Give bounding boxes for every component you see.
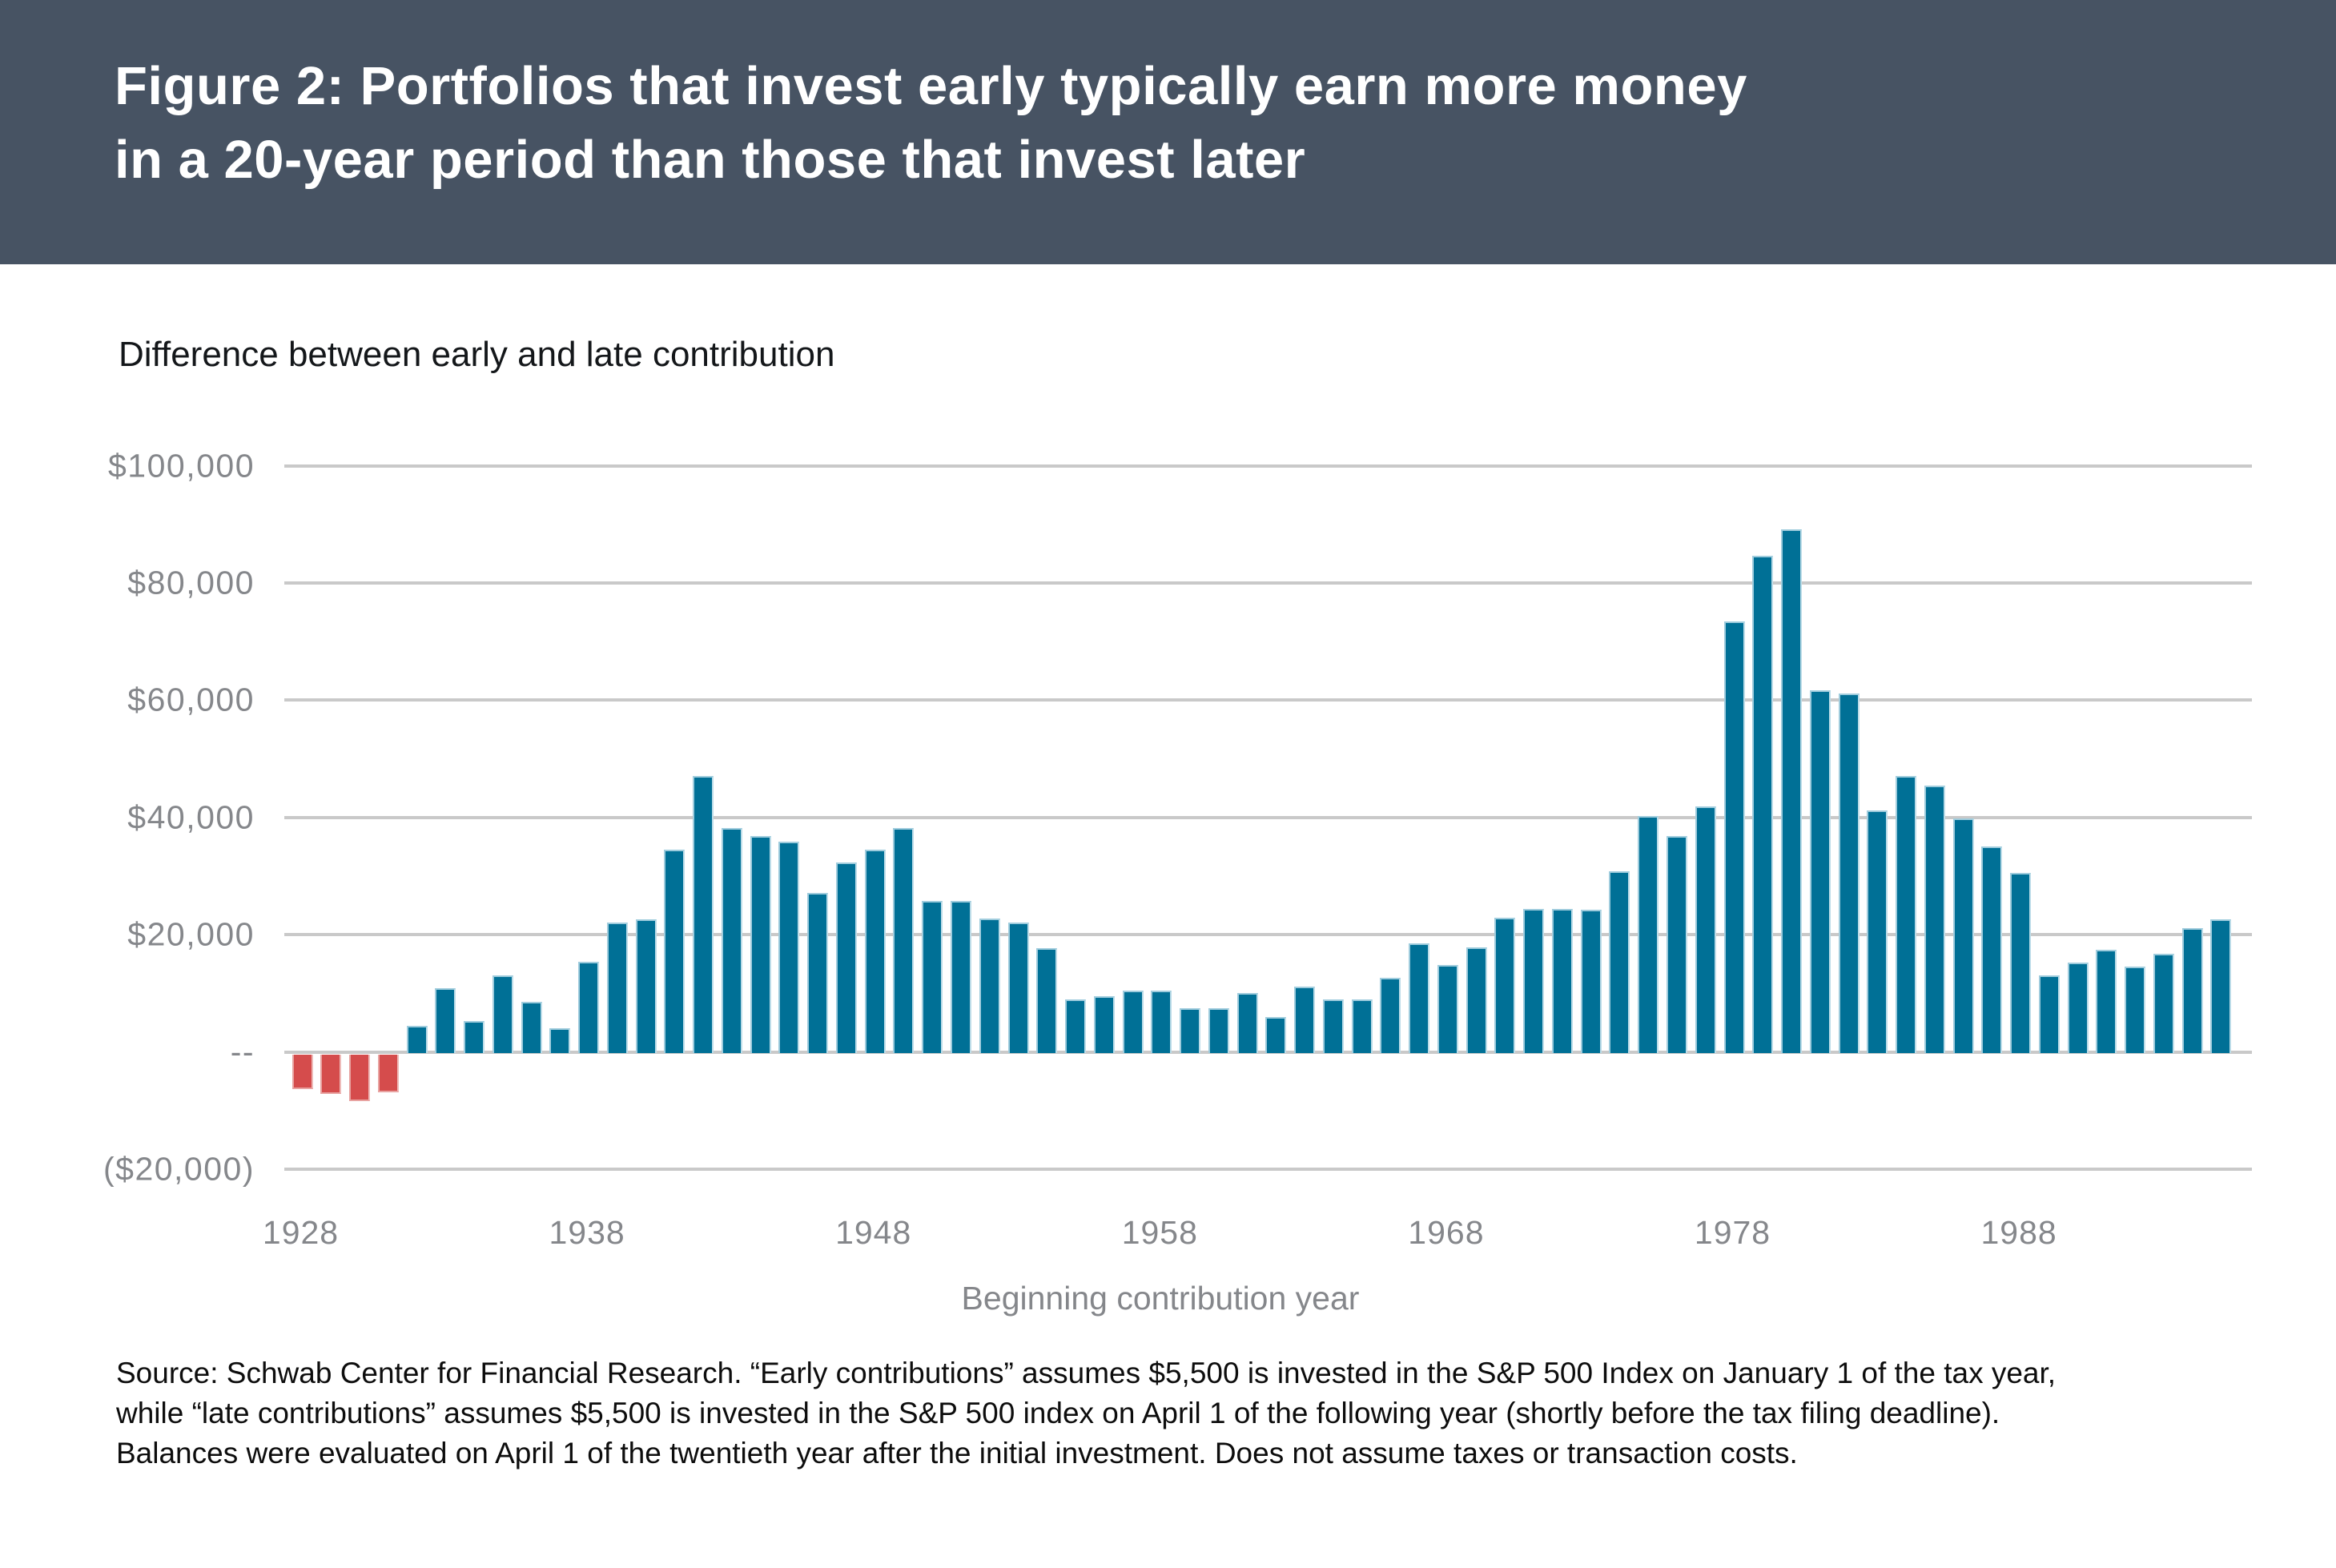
figure-header: Figure 2: Portfolios that invest early t… bbox=[0, 0, 2336, 264]
bar-1961 bbox=[1236, 992, 1258, 1054]
bar-1969 bbox=[1466, 947, 1487, 1054]
bar-1962 bbox=[1265, 1017, 1287, 1054]
x-axis-label-1968: 1968 bbox=[1408, 1214, 1485, 1251]
bar-1956 bbox=[1093, 995, 1115, 1054]
bar-1994 bbox=[2181, 928, 2203, 1054]
x-axis-label-1958: 1958 bbox=[1121, 1214, 1198, 1251]
bar-1960 bbox=[1208, 1008, 1229, 1054]
bar-1991 bbox=[2096, 950, 2117, 1054]
bar-1995 bbox=[2210, 919, 2232, 1054]
chart-subtitle: Difference between early and late contri… bbox=[119, 335, 835, 374]
bar-1933 bbox=[435, 987, 456, 1054]
source-note: Source: Schwab Center for Financial Rese… bbox=[116, 1353, 2238, 1474]
bar-1941 bbox=[664, 849, 686, 1054]
bar-1957 bbox=[1122, 991, 1144, 1054]
bar-1990 bbox=[2067, 962, 2089, 1054]
gridline-40000 bbox=[284, 815, 2252, 819]
bar-1983 bbox=[1867, 810, 1888, 1054]
bar-1939 bbox=[606, 922, 628, 1054]
bar-1932 bbox=[406, 1026, 428, 1054]
bar-1993 bbox=[2153, 954, 2174, 1054]
bar-1955 bbox=[1065, 999, 1087, 1054]
bar-1950 bbox=[922, 900, 943, 1054]
figure-title: Figure 2: Portfolios that invest early t… bbox=[115, 50, 1747, 197]
source-line2: while “late contributions” assumes $5,50… bbox=[116, 1397, 2000, 1429]
bar-1975 bbox=[1638, 815, 1659, 1054]
source-line1: Source: Schwab Center for Financial Rese… bbox=[116, 1357, 2057, 1389]
y-axis-label--20000: ($20,000) bbox=[103, 1150, 255, 1188]
bar-1954 bbox=[1036, 947, 1058, 1054]
x-axis-label-1988: 1988 bbox=[1980, 1214, 2057, 1251]
y-axis-label-40000: $40,000 bbox=[127, 798, 255, 836]
bar-1935 bbox=[492, 975, 513, 1054]
bar-1940 bbox=[635, 919, 657, 1054]
bar-1944 bbox=[750, 836, 771, 1054]
bar-1987 bbox=[1981, 846, 2003, 1054]
bar-1928 bbox=[291, 1054, 313, 1090]
bar-1942 bbox=[693, 775, 714, 1054]
bar-1992 bbox=[2125, 967, 2146, 1054]
bar-1986 bbox=[1952, 818, 1974, 1054]
x-axis-label-1978: 1978 bbox=[1694, 1214, 1771, 1251]
bar-1985 bbox=[1924, 786, 1945, 1054]
bar-1965 bbox=[1351, 999, 1373, 1054]
bar-1952 bbox=[979, 918, 1000, 1054]
y-axis-label-80000: $80,000 bbox=[127, 564, 255, 601]
bar-1979 bbox=[1752, 556, 1774, 1054]
bar-1953 bbox=[1007, 923, 1029, 1054]
bar-1977 bbox=[1695, 806, 1716, 1054]
bar-1958 bbox=[1151, 991, 1172, 1054]
gridline-20000 bbox=[284, 933, 2252, 937]
bar-1968 bbox=[1437, 965, 1458, 1054]
bar-1988 bbox=[2010, 872, 2032, 1054]
figure-title-line1: Figure 2: Portfolios that invest early t… bbox=[115, 56, 1747, 116]
bar-1947 bbox=[835, 862, 857, 1054]
bar-1978 bbox=[1723, 621, 1745, 1054]
bar-1931 bbox=[377, 1054, 399, 1092]
y-axis-label-100000: $100,000 bbox=[107, 447, 255, 484]
figure-title-line2: in a 20-year period than those that inve… bbox=[115, 130, 1306, 190]
bar-1964 bbox=[1322, 999, 1344, 1054]
bar-1971 bbox=[1523, 908, 1545, 1054]
bar-1967 bbox=[1409, 943, 1430, 1054]
gridline-60000 bbox=[284, 698, 2252, 702]
gridline--20000 bbox=[284, 1167, 2252, 1171]
bar-1945 bbox=[778, 841, 800, 1054]
bar-1976 bbox=[1666, 836, 1687, 1054]
bar-1937 bbox=[549, 1028, 571, 1054]
gridline-100000 bbox=[284, 464, 2252, 468]
bar-1951 bbox=[950, 900, 971, 1054]
gridline-80000 bbox=[284, 581, 2252, 585]
source-line3: Balances were evaluated on April 1 of th… bbox=[116, 1437, 1798, 1469]
x-axis-label-1938: 1938 bbox=[549, 1214, 625, 1251]
bar-1972 bbox=[1551, 908, 1573, 1054]
bar-1966 bbox=[1380, 978, 1401, 1054]
bar-1946 bbox=[807, 893, 829, 1054]
bar-1963 bbox=[1294, 986, 1316, 1054]
x-axis-label-1928: 1928 bbox=[262, 1214, 340, 1251]
bar-1980 bbox=[1781, 529, 1803, 1054]
bar-1943 bbox=[721, 827, 742, 1054]
x-axis-label-1948: 1948 bbox=[835, 1214, 912, 1251]
bar-1982 bbox=[1838, 694, 1860, 1054]
bar-1984 bbox=[1896, 776, 1917, 1054]
bar-1959 bbox=[1180, 1008, 1201, 1054]
bar-1989 bbox=[2038, 975, 2060, 1054]
bar-1934 bbox=[464, 1021, 485, 1054]
bar-1974 bbox=[1609, 871, 1630, 1054]
bar-1948 bbox=[864, 849, 886, 1054]
bar-1930 bbox=[349, 1054, 371, 1101]
y-axis-label-0: -- bbox=[230, 1033, 255, 1070]
bar-1970 bbox=[1494, 917, 1516, 1054]
bar-1949 bbox=[893, 827, 915, 1054]
y-axis-label-20000: $20,000 bbox=[127, 915, 255, 953]
x-axis-title: Beginning contribution year bbox=[961, 1280, 1360, 1317]
bar-1936 bbox=[521, 1001, 542, 1054]
y-axis-label-60000: $60,000 bbox=[127, 681, 255, 718]
bar-1938 bbox=[578, 961, 600, 1054]
bar-1929 bbox=[320, 1054, 342, 1095]
bar-1973 bbox=[1580, 910, 1602, 1054]
bar-1981 bbox=[1809, 690, 1831, 1054]
